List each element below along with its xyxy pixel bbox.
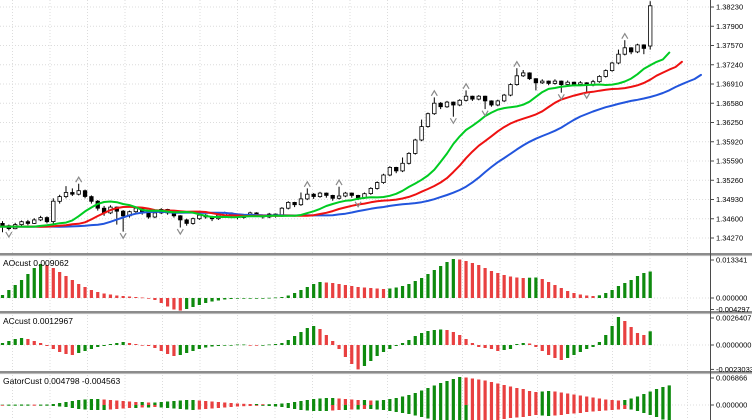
price-axis-label: 1.38230 [716,3,743,12]
ao-pane-label: AOcust 0.009062 [3,258,69,268]
price-axis-label: 1.35260 [716,176,743,185]
fractal-arrows [5,32,629,240]
ac-pane-label: ACcust 0.0012967 [3,316,73,326]
price-axis-label: 1.36250 [716,118,743,127]
gator-histogram [0,377,671,420]
price-axis-label: 1.34930 [716,195,743,204]
price-axis-label: 1.34600 [716,214,743,223]
ac-histogram [0,317,652,370]
indicator-axis-label: 0.006866 [716,374,747,383]
price-axis-label: 1.35590 [716,157,743,166]
price-axis[interactable]: 1.38230 1.37900 1.37570 1.37240 1.36910 1.365… [710,0,752,420]
pane-separator[interactable] [0,371,752,375]
indicator-axis-label: 0.000000 [716,294,747,303]
indicator-axis-label: 0.013341 [716,256,747,265]
price-axis-label: 1.37900 [716,22,743,31]
grid-lines [0,0,710,420]
gator-pane-label: GatorCust 0.004798 -0.004563 [3,376,121,386]
ao-histogram [0,259,652,311]
indicator-axis-label: 0.0026407 [716,314,751,323]
pane-separator[interactable] [0,253,752,257]
price-axis-label: 1.37240 [716,60,743,69]
price-axis-label: 1.36580 [716,99,743,108]
indicator-axis-label: 0.000000 [716,401,747,410]
price-axis-label: 1.34270 [716,234,743,243]
indicator-axis-label: -0.0023033 [716,365,752,374]
price-axis-label: 1.37570 [716,41,743,50]
price-axis-label: 1.36910 [716,80,743,89]
alligator-jaw-line [0,73,702,228]
price-axis-label: 1.35920 [716,137,743,146]
indicator-axis-label: -0.004297 [716,305,750,314]
alligator-lips-line [0,51,671,228]
candlesticks [0,1,653,233]
indicator-axis-label: 0.0000000 [716,341,751,350]
pane-separator[interactable] [0,311,752,315]
